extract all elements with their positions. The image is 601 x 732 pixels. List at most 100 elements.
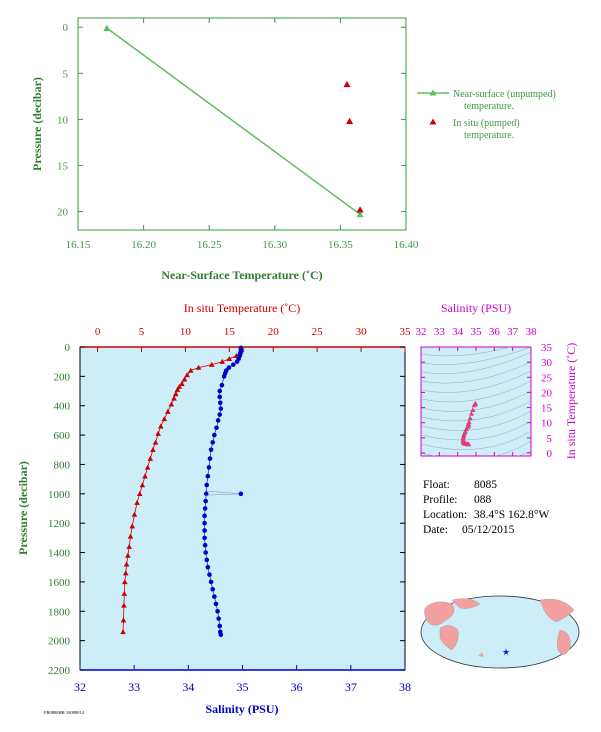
- salinity-point: [208, 579, 214, 585]
- profile-top-tick-label: 30: [356, 326, 368, 338]
- salinity-point: [204, 482, 210, 488]
- near-surface-y-tick-label: 15: [57, 160, 69, 172]
- temperature-point: [158, 423, 164, 429]
- temperature-point: [179, 380, 185, 386]
- map-land-australia: [439, 625, 459, 651]
- salinity-point: [234, 359, 240, 364]
- salinity-point: [202, 542, 208, 548]
- salinity-point: [218, 406, 224, 411]
- profile-bottom-tick-label: 34: [182, 680, 194, 694]
- salinity-point: [202, 535, 207, 541]
- temperature-point: [122, 570, 129, 576]
- ts-y-tick-label: 35: [541, 342, 553, 354]
- salinity-point: [202, 513, 207, 519]
- salinity-point: [212, 432, 217, 438]
- near-surface-y-tick-label: 0: [63, 22, 69, 34]
- salinity-point: [203, 498, 208, 504]
- profile-y-tick-label: 1600: [48, 577, 71, 589]
- near-surface-x-tick-label: 16.15: [66, 239, 91, 251]
- salinity-outlier-line: [204, 490, 241, 495]
- profile-top-tick-label: 20: [268, 326, 280, 338]
- ts-y-tick-label: 10: [541, 418, 553, 430]
- salinity-outlier-point: [238, 491, 244, 497]
- in-situ-point: [343, 80, 351, 88]
- salinity-point: [205, 564, 211, 570]
- temperature-point: [184, 372, 190, 378]
- ts-y-tick-label: 5: [547, 433, 553, 445]
- profile-bottom-tick-label: 36: [291, 680, 303, 694]
- salinity-point: [202, 528, 207, 533]
- ts-point: [467, 415, 473, 421]
- salinity-point: [207, 456, 213, 461]
- ts-x-tick-label: 33: [434, 326, 446, 338]
- date-label: Date:: [423, 524, 448, 536]
- profile-top-tick-label: 15: [224, 326, 236, 338]
- temperature-point: [155, 430, 161, 436]
- profile-y-tick-label: 2200: [48, 665, 71, 677]
- salinity-point: [221, 374, 227, 379]
- legend-label-near-surface-line1: Near-surface (unpumped): [453, 89, 556, 100]
- float-label: Float:: [423, 479, 450, 491]
- temperature-point: [161, 416, 168, 422]
- map-land-northeast-asia: [451, 598, 481, 609]
- ts-y-tick-label: 15: [541, 403, 553, 415]
- salinity-point: [219, 382, 225, 388]
- date-value: 05/12/2015: [462, 524, 515, 536]
- profile-label: Profile:: [423, 494, 458, 506]
- profile-top-tick-label: 0: [95, 326, 101, 338]
- near-surface-point: [103, 24, 111, 31]
- ts-x-tick-label: 38: [526, 326, 538, 338]
- profile-top-tick-label: 10: [180, 326, 192, 338]
- temperature-point: [142, 473, 148, 479]
- near-surface-series-line: [106, 27, 361, 215]
- temperature-point: [139, 482, 146, 488]
- ts-y-tick-label: 0: [547, 448, 553, 460]
- temperature-point: [121, 590, 128, 596]
- profile-top-tick-label: 25: [312, 326, 324, 338]
- salinity-point: [208, 447, 214, 453]
- temperature-point: [127, 533, 134, 539]
- profile-chart: 0200400600800100012001400160018002000220…: [16, 301, 411, 716]
- temperature-point: [121, 602, 127, 608]
- legend-label-in-situ-line1: In situ (pumped): [453, 118, 520, 129]
- near-surface-x-tick-label: 16.25: [197, 239, 222, 251]
- ts-x-tick-label: 37: [507, 326, 519, 338]
- profile-bottom-tick-label: 37: [345, 680, 357, 694]
- ts-x-axis-label: Salinity (PSU): [441, 301, 511, 315]
- near-surface-plot-frame: [77, 17, 407, 231]
- temperature-point: [120, 629, 126, 635]
- salinity-point: [210, 586, 216, 592]
- temperature-point: [226, 355, 233, 361]
- profile-y-tick-label: 1800: [48, 606, 71, 618]
- temperature-point: [208, 361, 215, 367]
- temperature-point: [219, 358, 226, 364]
- ts-density-contours: [421, 347, 531, 456]
- map-land-north-america: [539, 598, 575, 623]
- ts-point: [466, 441, 472, 447]
- salinity-point: [218, 632, 224, 638]
- profile-bottom-axis-label: Salinity (PSU): [205, 702, 278, 716]
- salinity-point: [217, 394, 223, 400]
- salinity-point: [204, 557, 210, 563]
- near-surface-point: [356, 210, 364, 218]
- salinity-outlier-line: [204, 493, 241, 496]
- profile-y-tick-label: 1200: [48, 518, 71, 530]
- temperature-point: [126, 543, 132, 549]
- location-value: 38.4°S 162.8°W: [474, 509, 549, 521]
- in-situ-point: [346, 117, 354, 125]
- map-land-south-america: [557, 629, 571, 655]
- profile-top-axis-label: In situ Temperature (˚C): [184, 301, 301, 315]
- salinity-point: [207, 572, 212, 577]
- legend-label-in-situ-line2: temperature.: [464, 130, 514, 141]
- profile-bottom-tick-label: 33: [128, 680, 140, 694]
- temperature-point: [172, 391, 179, 397]
- near-surface-x-tick-label: 16.20: [131, 239, 156, 251]
- temperature-point: [120, 617, 127, 623]
- temperature-point: [144, 464, 151, 470]
- temperature-point: [131, 511, 138, 517]
- float-value: 8085: [474, 479, 497, 491]
- salinity-point: [214, 425, 219, 431]
- map-land-asia: [424, 601, 455, 626]
- profile-y-tick-label: 600: [54, 430, 71, 442]
- ts-diagram: 32 33 34 35 36 37 38 0 5 10 15 20 25 30 35 Salinity (P…: [416, 301, 579, 460]
